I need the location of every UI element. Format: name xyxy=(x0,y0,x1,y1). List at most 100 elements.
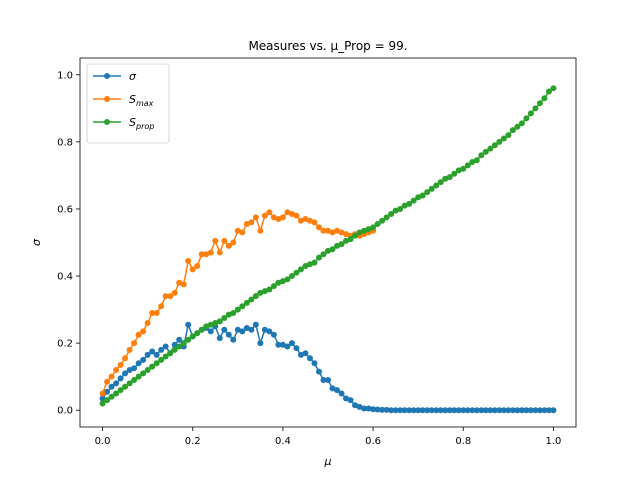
data-point xyxy=(379,406,386,413)
data-point xyxy=(140,356,147,363)
data-point xyxy=(388,407,395,414)
data-point xyxy=(541,407,548,414)
data-point xyxy=(153,351,160,358)
data-point xyxy=(144,366,151,373)
data-point xyxy=(239,229,246,236)
data-point xyxy=(135,373,142,380)
data-point xyxy=(455,407,462,414)
data-point xyxy=(469,158,476,165)
data-point xyxy=(266,209,273,216)
data-point xyxy=(221,326,228,333)
data-point xyxy=(428,407,435,414)
series-s-max xyxy=(99,209,377,397)
data-point xyxy=(252,214,259,221)
data-point xyxy=(455,167,462,174)
data-point xyxy=(523,115,530,122)
data-point xyxy=(338,229,345,236)
data-point xyxy=(167,350,174,357)
data-point xyxy=(108,393,115,400)
data-point xyxy=(261,326,268,333)
data-point xyxy=(122,355,129,362)
data-point xyxy=(225,242,232,249)
data-point xyxy=(162,343,169,350)
data-point xyxy=(514,407,521,414)
data-point xyxy=(383,406,390,413)
data-point xyxy=(532,407,539,414)
axis-ticks: 0.0 0.2 0.4 0.6 0.8 1.0 0.0 0.2 0.4 0.6 0.8 1.0 xyxy=(57,70,561,447)
chart-title: Measures vs. μ_Prop = 99. xyxy=(248,39,407,53)
data-point xyxy=(415,194,422,201)
data-point xyxy=(270,331,277,338)
data-point xyxy=(410,407,417,414)
data-point xyxy=(302,350,309,357)
data-point xyxy=(374,406,381,413)
data-point xyxy=(99,390,106,397)
data-point xyxy=(176,343,183,350)
data-point xyxy=(234,227,241,234)
data-point xyxy=(248,219,255,226)
data-point xyxy=(352,402,359,409)
data-point xyxy=(365,405,372,412)
data-point xyxy=(266,286,273,293)
data-point xyxy=(126,380,133,387)
legend-label: Smax xyxy=(129,93,154,108)
data-point xyxy=(144,320,151,327)
data-point xyxy=(428,185,435,192)
data-point xyxy=(99,400,106,407)
data-point xyxy=(122,370,129,377)
data-point xyxy=(334,227,341,234)
data-point xyxy=(315,224,322,231)
data-point xyxy=(293,269,300,276)
data-point xyxy=(437,407,444,414)
data-point xyxy=(284,276,291,283)
data-point xyxy=(288,340,295,347)
data-point xyxy=(302,262,309,269)
data-point xyxy=(221,237,228,244)
data-point xyxy=(207,328,214,335)
data-point xyxy=(230,309,237,316)
data-point xyxy=(415,407,422,414)
x-axis-label: μ xyxy=(324,455,332,468)
data-point xyxy=(388,210,395,217)
data-point xyxy=(338,241,345,248)
data-point xyxy=(131,340,138,347)
data-point xyxy=(284,343,291,350)
data-point xyxy=(532,105,539,112)
y-tick-label: 0.2 xyxy=(57,339,73,350)
data-point xyxy=(234,306,241,313)
x-tick-label: 0.8 xyxy=(455,436,471,447)
data-point xyxy=(536,407,543,414)
data-point xyxy=(104,378,111,385)
data-point xyxy=(419,192,426,199)
legend-marker xyxy=(104,73,110,79)
data-point xyxy=(325,227,331,234)
legend: σ Smax Sprop xyxy=(86,63,170,144)
data-point xyxy=(122,383,129,390)
data-point xyxy=(406,407,413,414)
data-point xyxy=(149,309,156,316)
data-point xyxy=(334,242,341,249)
data-point xyxy=(185,257,192,264)
data-point xyxy=(311,219,318,226)
data-point xyxy=(216,318,223,325)
data-point xyxy=(306,355,313,362)
data-point xyxy=(113,366,120,373)
data-point xyxy=(424,407,431,414)
data-point xyxy=(374,221,381,228)
series-layer xyxy=(99,85,557,414)
series-- xyxy=(99,321,557,414)
data-point xyxy=(185,336,192,343)
data-point xyxy=(352,232,359,239)
data-point xyxy=(212,237,219,244)
data-point xyxy=(334,387,341,394)
data-point xyxy=(293,345,300,352)
data-point xyxy=(270,214,277,221)
data-point xyxy=(536,100,543,107)
data-point xyxy=(401,202,408,209)
data-point xyxy=(203,251,210,258)
data-point xyxy=(158,303,165,310)
data-point xyxy=(293,212,300,219)
data-point xyxy=(469,407,476,414)
data-point xyxy=(370,224,377,231)
data-point xyxy=(126,346,133,353)
